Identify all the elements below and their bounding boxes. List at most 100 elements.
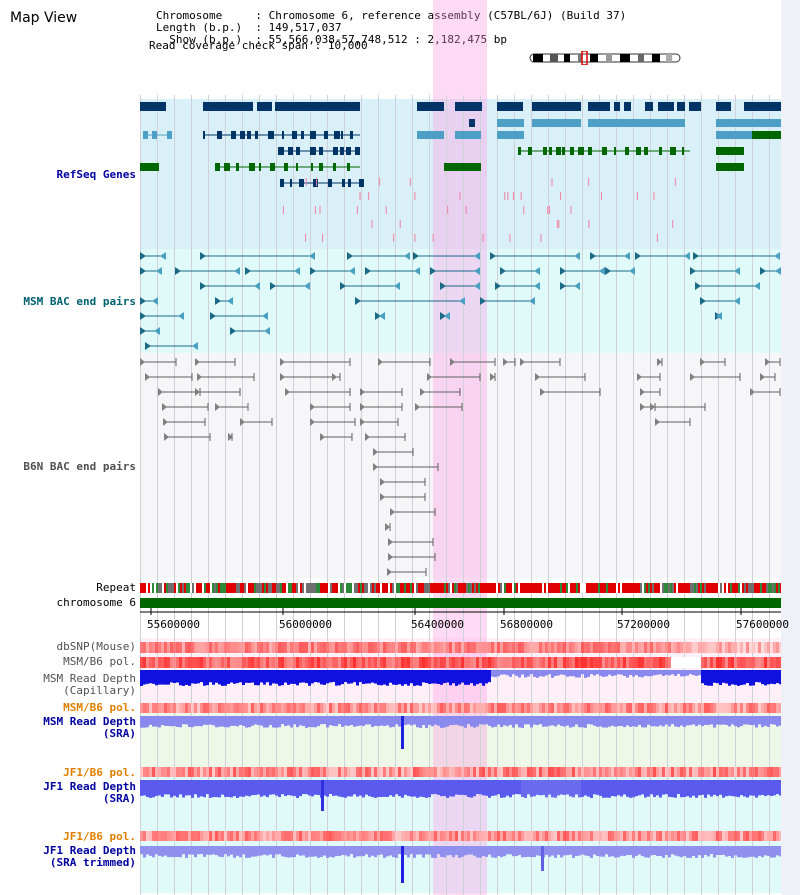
- repeat-block: [614, 583, 616, 593]
- refseq-gene-navy: [275, 102, 360, 111]
- jf1-pol-heat-cell: [599, 767, 602, 777]
- repeat-block: [606, 583, 608, 593]
- refseq-gene-light-exon: [152, 131, 157, 139]
- jf1-depth-bar: [527, 780, 530, 795]
- jf1-pol2-heat-cell: [740, 831, 743, 841]
- repeat-block: [362, 583, 364, 593]
- jf1-pol-heat-cell: [644, 767, 647, 777]
- msm-depth-cap-bar: [260, 670, 263, 683]
- msm-depth-cap-bar: [473, 670, 476, 686]
- jf1-pol-heat-cell: [407, 767, 410, 777]
- repeat-block: [754, 583, 756, 593]
- jf1-trim-bar: [353, 846, 356, 858]
- jf1-pol-heat-cell: [551, 767, 554, 777]
- jf1-trim-bar: [749, 846, 752, 857]
- repeat-block: [464, 583, 466, 593]
- jf1-pol-heat-cell: [770, 767, 773, 777]
- jf1-pol2-heat-cell: [563, 831, 566, 841]
- jf1-depth-bar: [659, 780, 662, 798]
- jf1-pol-heat-cell: [356, 767, 359, 777]
- repeat-block: [334, 583, 336, 593]
- refseq-gene-navy: [716, 102, 731, 111]
- info-row-chromosome: Chromosome : Chromosome 6, reference ass…: [156, 9, 627, 22]
- jf1-pol2-heat-cell: [176, 831, 179, 841]
- dbsnp-heat-cell: [221, 642, 224, 653]
- b6n-bac-end: [365, 433, 370, 441]
- jf1-pol2-heat-cell: [359, 831, 362, 841]
- jf1-pol-heat-cell: [590, 767, 593, 777]
- repeat-block: [562, 583, 564, 593]
- jf1-depth-bar: [716, 780, 719, 797]
- dbsnp-heat-cell: [746, 642, 749, 653]
- msm-pol-heat-cell: [233, 657, 236, 668]
- msm-pol2-heat-cell: [587, 703, 590, 713]
- dbsnp-heat-cell: [611, 642, 614, 653]
- msm-pol-heat-cell: [164, 657, 167, 668]
- dbsnp-heat-cell: [647, 642, 650, 653]
- msm-pol2-heat-cell: [482, 703, 485, 713]
- jf1-pol2-heat-cell: [650, 831, 653, 841]
- msm-depth-sra-bar: [206, 716, 209, 725]
- msm-depth-sra-bar: [638, 716, 641, 725]
- dbsnp-heat-cell: [506, 642, 509, 653]
- jf1-pol-heat-cell: [401, 767, 404, 777]
- msm-depth-sra-bar: [290, 716, 293, 728]
- jf1-pol2-heat-cell: [143, 831, 146, 841]
- repeat-block: [276, 583, 278, 593]
- jf1-pol-heat-cell: [275, 767, 278, 777]
- msm-depth-cap-bar: [332, 670, 335, 683]
- dbsnp-heat-cell: [593, 642, 596, 653]
- msm-pol2-heat-cell: [329, 703, 332, 713]
- msm-pol-heat-cell: [713, 657, 716, 668]
- jf1-depth-bar: [767, 780, 770, 796]
- repeat-block: [588, 583, 590, 593]
- jf1-pol2-heat-cell: [542, 831, 545, 841]
- jf1-pol-heat-cell: [653, 767, 656, 777]
- jf1-depth-bar: [746, 780, 749, 798]
- tracks-canvas[interactable]: [140, 0, 781, 895]
- jf1-pol2-heat-cell: [683, 831, 686, 841]
- jf1-depth-bar: [545, 780, 548, 798]
- jf1-depth-bar: [773, 780, 776, 796]
- msm-pol2-heat-cell: [533, 703, 536, 713]
- msm-pol-heat-cell: [236, 657, 239, 668]
- jf1-trim-bar: [413, 846, 416, 858]
- chromosome-ideogram[interactable]: [528, 51, 682, 65]
- jf1-pol2-heat-cell: [617, 831, 620, 841]
- refseq-gene-navy-exon: [288, 147, 293, 155]
- jf1-pol2-heat-cell: [338, 831, 341, 841]
- jf1-trim-bar: [371, 846, 374, 856]
- jf1-pol-heat-cell: [311, 767, 314, 777]
- jf1-depth-bar: [410, 780, 413, 797]
- jf1-pol2-heat-cell: [632, 831, 635, 841]
- jf1-trim-bar: [773, 846, 776, 858]
- jf1-depth-bar: [248, 780, 251, 797]
- msm-depth-cap-bar: [305, 670, 308, 684]
- refseq-gene-navy: [140, 102, 166, 111]
- msm-pol2-heat-cell: [779, 703, 781, 713]
- dbsnp-heat-cell: [587, 642, 590, 653]
- msm-pol2-heat-cell: [161, 703, 164, 713]
- refseq-gene-navy: [588, 102, 610, 111]
- refseq-gene-green-exon: [311, 163, 313, 171]
- jf1-trim-bar: [224, 846, 227, 855]
- refseq-gene-green-exon: [284, 163, 288, 171]
- dbsnp-heat-cell: [302, 642, 305, 653]
- jf1-trim-bar: [548, 846, 551, 857]
- msm-pol2-heat-cell: [713, 703, 716, 713]
- jf1-pol2-heat-cell: [233, 831, 236, 841]
- msm-pol-heat-cell: [248, 657, 251, 668]
- msm-pol2-heat-cell: [233, 703, 236, 713]
- dbsnp-heat-cell: [755, 642, 758, 653]
- repeat-block: [432, 583, 434, 593]
- jf1-depth-bar: [575, 780, 578, 795]
- refseq-gene-navy-exon: [334, 131, 340, 139]
- jf1-trim-bar: [209, 846, 212, 855]
- msm-depth-cap-bar: [560, 670, 563, 675]
- dbsnp-heat-cell: [185, 642, 188, 653]
- jf1-pol-heat-cell: [662, 767, 665, 777]
- msm-pol2-heat-cell: [746, 703, 749, 713]
- msm-depth-sra-bar: [359, 716, 362, 726]
- ideogram-band: [533, 54, 543, 62]
- jf1-pol2-heat-cell: [275, 831, 278, 841]
